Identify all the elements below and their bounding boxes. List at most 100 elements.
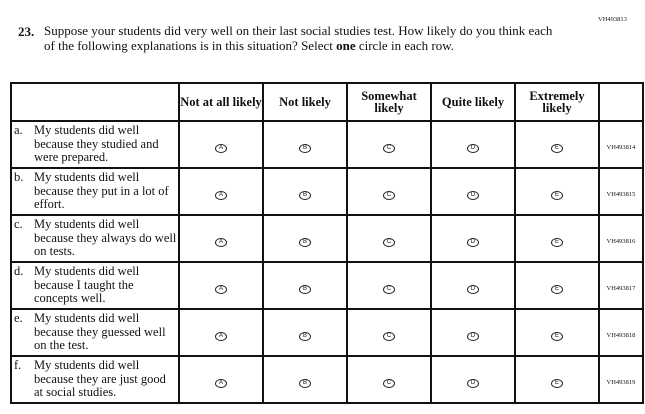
response-cell: B (262, 214, 348, 263)
item-id-cell: VH493816 (598, 214, 644, 263)
table-row: c. My students did well because they alwa… (10, 214, 644, 263)
response-bubble[interactable]: E (551, 143, 563, 153)
response-cell: A (178, 167, 264, 216)
item-id-cell: VH493818 (598, 308, 644, 357)
header-row: Not at all likely Not likely Somewhat li… (10, 82, 644, 122)
table-row: d. My students did well because I taught … (10, 261, 644, 310)
response-cell: A (178, 261, 264, 310)
response-bubble[interactable]: D (467, 237, 479, 247)
response-bubble[interactable]: D (467, 378, 479, 388)
response-cell: E (514, 214, 600, 263)
response-bubble[interactable]: E (551, 331, 563, 341)
item-text: My students did well because they always… (34, 217, 177, 259)
response-cell: A (178, 308, 264, 357)
item-letter: d. (14, 264, 24, 279)
response-bubble[interactable]: B (299, 190, 311, 200)
response-cell: C (346, 355, 432, 404)
column-header: Not at all likely (178, 82, 264, 122)
response-bubble[interactable]: E (551, 284, 563, 294)
item-id: VH493814 (606, 143, 636, 151)
response-cell: C (346, 308, 432, 357)
item-text: My students did well because they are ju… (34, 358, 166, 400)
question-number: 23. (18, 24, 35, 39)
response-cell: E (514, 167, 600, 216)
response-cell: E (514, 308, 600, 357)
response-cell: D (430, 214, 516, 263)
response-bubble[interactable]: E (551, 190, 563, 200)
response-cell: C (346, 214, 432, 263)
question-text-bold: one (336, 37, 356, 53)
response-cell: B (262, 120, 348, 169)
item-id: VH493816 (606, 237, 636, 245)
response-bubble[interactable]: C (383, 143, 395, 153)
response-cell: D (430, 355, 516, 404)
item-text: My students did well because they guesse… (34, 311, 166, 353)
response-bubble[interactable]: B (299, 331, 311, 341)
response-cell: D (430, 308, 516, 357)
table-row: f. My students did well because they are … (10, 355, 644, 404)
item-text: My students did well because they put in… (34, 170, 169, 212)
item-id: VH493817 (606, 284, 636, 292)
column-header: Not likely (262, 82, 348, 122)
response-bubble[interactable]: B (299, 143, 311, 153)
response-cell: C (346, 261, 432, 310)
response-cell: D (430, 167, 516, 216)
response-bubble[interactable]: E (551, 237, 563, 247)
response-cell: B (262, 261, 348, 310)
response-bubble[interactable]: A (215, 378, 227, 388)
item-letter: c. (14, 217, 23, 232)
response-bubble[interactable]: D (467, 331, 479, 341)
column-header: Quite likely (430, 82, 516, 122)
item-cell: d. My students did well because I taught … (10, 261, 180, 310)
response-bubble[interactable]: A (215, 331, 227, 341)
response-cell: B (262, 167, 348, 216)
response-cell: C (346, 167, 432, 216)
question-text-end: circle in each row. (355, 37, 455, 53)
item-cell: b. My students did well because they put … (10, 167, 180, 216)
item-cell: a. My students did well because they stud… (10, 120, 180, 169)
response-cell: E (514, 261, 600, 310)
question-text-start: Suppose your students did very well on t… (44, 23, 553, 53)
response-bubble[interactable]: E (551, 378, 563, 388)
response-bubble[interactable]: D (467, 190, 479, 200)
column-header: Extremely likely (514, 82, 600, 122)
item-id: VH493819 (606, 378, 636, 386)
response-bubble[interactable]: C (383, 331, 395, 341)
response-bubble[interactable]: A (215, 237, 227, 247)
response-cell: E (514, 355, 600, 404)
response-cell: B (262, 355, 348, 404)
response-cell: C (346, 120, 432, 169)
response-bubble[interactable]: A (215, 190, 227, 200)
item-letter: e. (14, 311, 23, 326)
item-id-cell: VH493814 (598, 120, 644, 169)
response-bubble[interactable]: A (215, 143, 227, 153)
item-letter: f. (14, 358, 22, 373)
response-bubble[interactable]: C (383, 284, 395, 294)
item-id: VH493815 (606, 190, 636, 198)
header-blank (10, 82, 180, 122)
item-text: My students did well because they studie… (34, 123, 159, 165)
item-letter: a. (14, 123, 23, 138)
response-cell: B (262, 308, 348, 357)
response-bubble[interactable]: B (299, 378, 311, 388)
question-id: VH493813 (598, 16, 627, 23)
response-cell: D (430, 261, 516, 310)
response-cell: E (514, 120, 600, 169)
item-id: VH493818 (606, 331, 636, 339)
table-row: b. My students did well because they put … (10, 167, 644, 216)
response-bubble[interactable]: D (467, 284, 479, 294)
response-bubble[interactable]: A (215, 284, 227, 294)
item-cell: c. My students did well because they alwa… (10, 214, 180, 263)
response-cell: A (178, 355, 264, 404)
response-bubble[interactable]: C (383, 190, 395, 200)
response-bubble[interactable]: B (299, 284, 311, 294)
response-bubble[interactable]: B (299, 237, 311, 247)
item-cell: e. My students did well because they gues… (10, 308, 180, 357)
column-header: Somewhat likely (346, 82, 432, 122)
item-letter: b. (14, 170, 24, 185)
response-cell: A (178, 214, 264, 263)
response-bubble[interactable]: C (383, 378, 395, 388)
response-bubble[interactable]: C (383, 237, 395, 247)
response-cell: D (430, 120, 516, 169)
response-bubble[interactable]: D (467, 143, 479, 153)
